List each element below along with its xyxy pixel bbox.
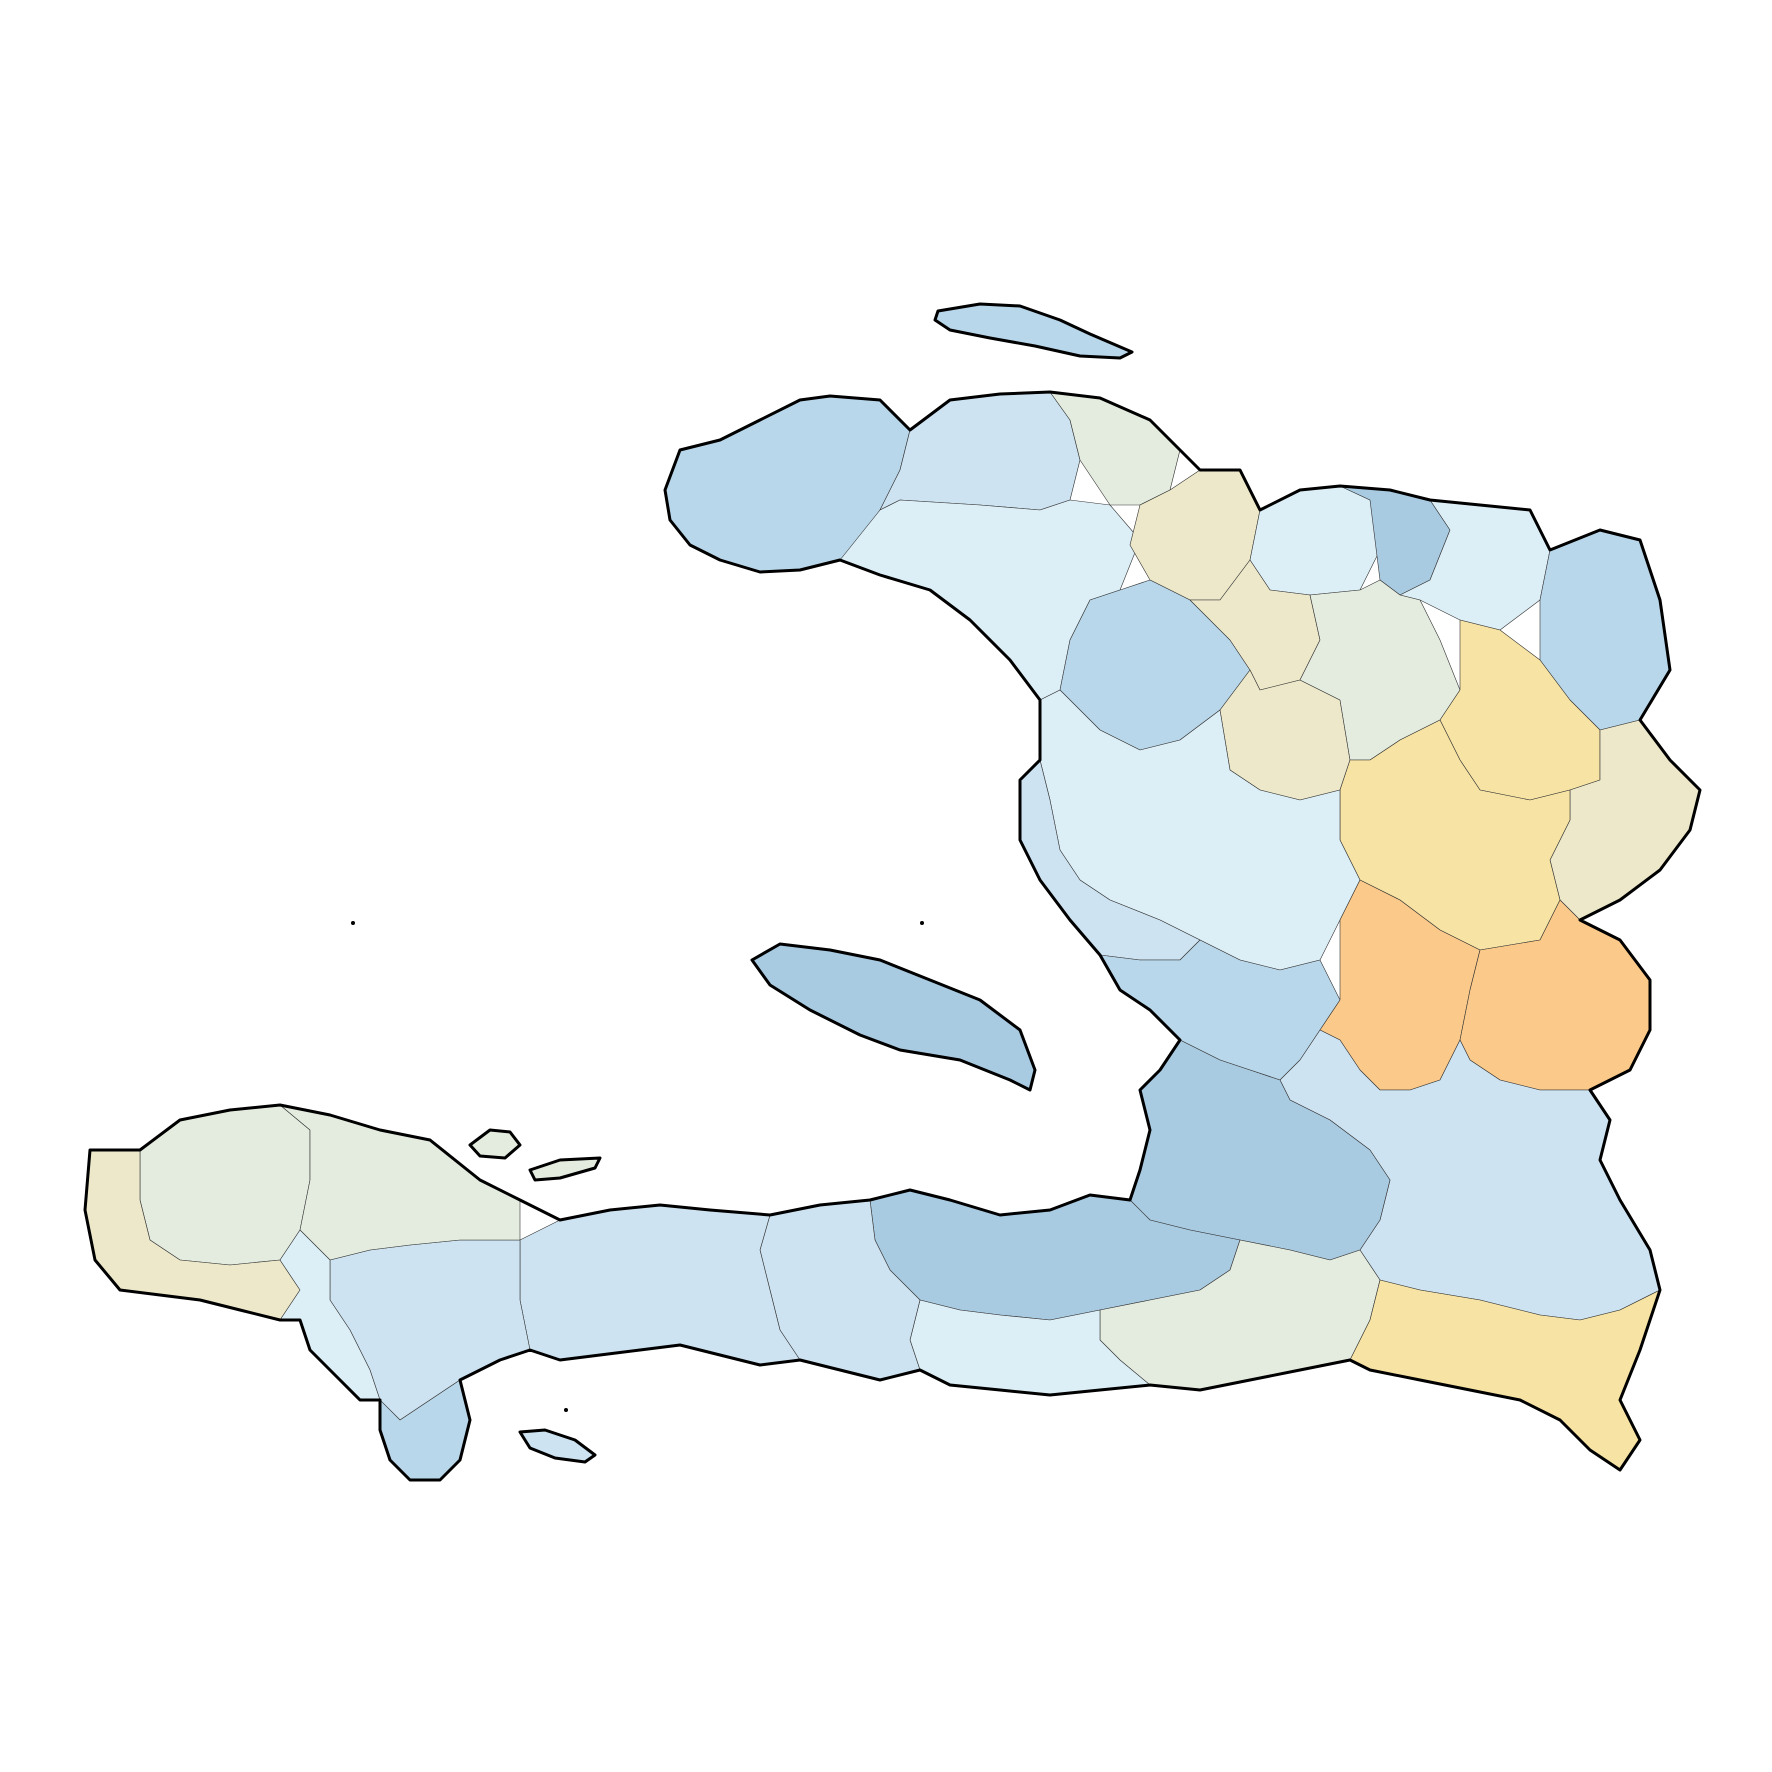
region-north-west-upper	[879, 391, 1081, 511]
gonave-island	[750, 942, 1037, 1092]
mainland-coastline	[83, 390, 1702, 1482]
islet-dot-west	[351, 921, 355, 925]
vache-island	[518, 1428, 597, 1464]
region-north-coast-c	[1249, 485, 1381, 596]
region-south-a	[519, 1204, 801, 1366]
tortuga-island	[933, 302, 1134, 360]
mainland-regions	[84, 391, 1701, 1481]
cayemites-island	[468, 1128, 522, 1160]
region-grandanse-a	[139, 1104, 311, 1266]
islet-dot-east	[920, 921, 924, 925]
cayemites-island-east	[528, 1156, 602, 1182]
islet-dot-south	[564, 1408, 568, 1412]
